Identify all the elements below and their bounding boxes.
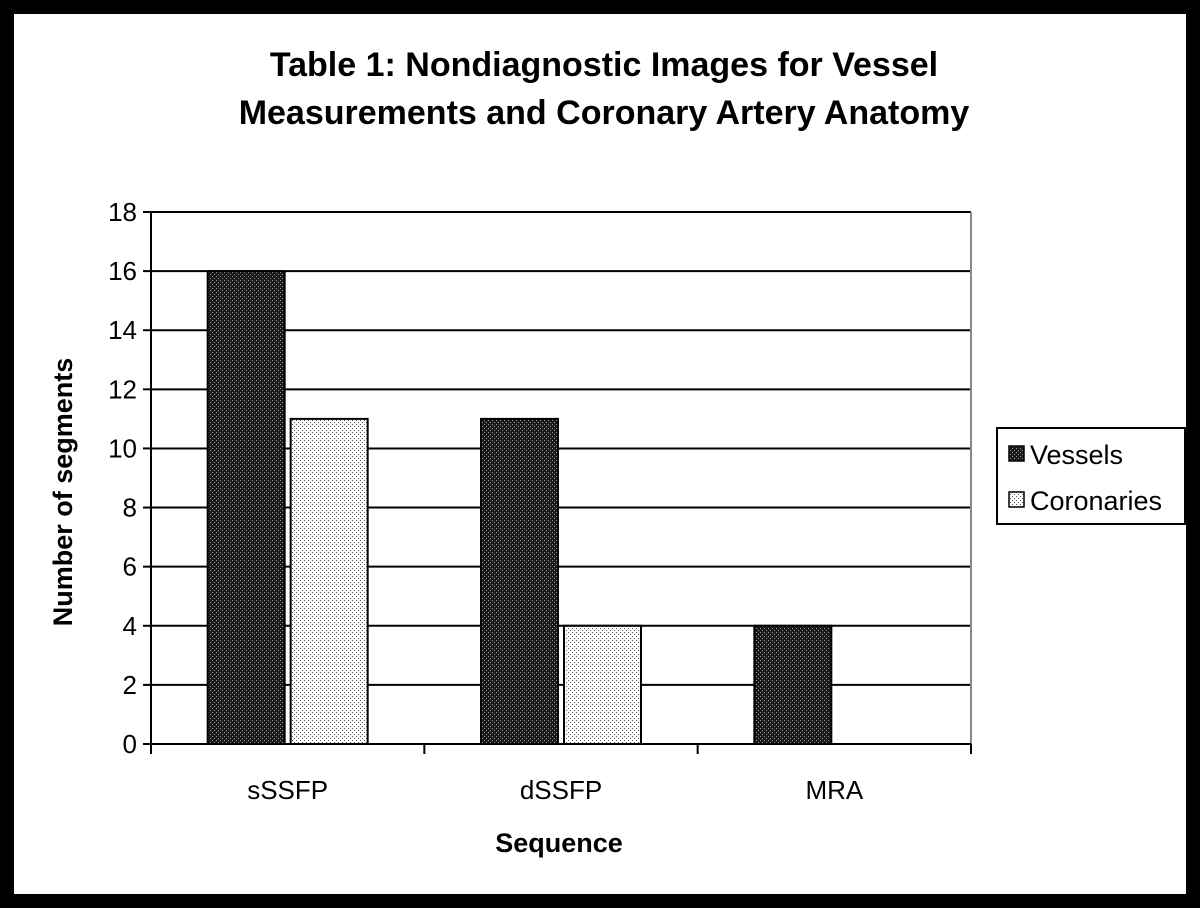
x-axis-title: Sequence [495, 828, 623, 858]
y-tick-label: 18 [108, 197, 137, 227]
y-axis-title: Number of segments [48, 358, 78, 627]
y-tick-label: 14 [108, 315, 137, 345]
y-tick-label: 12 [108, 374, 137, 404]
x-tick-label: MRA [805, 775, 863, 805]
legend: Vessels Coronaries [996, 427, 1186, 525]
x-tick-label: sSSFP [247, 775, 328, 805]
legend-swatch-coronaries [1008, 491, 1025, 508]
y-tick-label: 4 [123, 611, 137, 641]
y-tick-label: 10 [108, 433, 137, 463]
y-tick-label: 16 [108, 256, 137, 286]
bar-chart: Table 1: Nondiagnostic Images for Vessel… [48, 46, 1186, 858]
legend-swatch-vessels [1008, 445, 1025, 462]
bar-coronaries-dssfp [563, 624, 642, 745]
legend-label-coronaries: Coronaries [1030, 486, 1162, 516]
chart-title-line-2: Measurements and Coronary Artery Anatomy [239, 94, 970, 132]
chart-frame: Table 1: Nondiagnostic Images for Vessel… [14, 14, 1186, 894]
y-tick-label: 2 [123, 670, 137, 700]
legend-box [996, 427, 1186, 525]
x-tick-label: dSSFP [520, 775, 602, 805]
bar-coronaries-sssfp [289, 417, 369, 745]
bar-vessels-mra [753, 624, 833, 745]
y-tick-label: 6 [123, 552, 137, 582]
chart-title-line-1: Table 1: Nondiagnostic Images for Vessel [270, 46, 938, 84]
plot-background [151, 212, 971, 744]
y-tick-label: 8 [123, 493, 137, 523]
bar-vessels-sssfp [206, 270, 286, 745]
plot-area: 0 2 4 6 8 10 12 14 16 18 sSSFP dSSFP MRA [108, 197, 972, 805]
y-tick-label: 0 [123, 729, 137, 759]
bar-vessels-dssfp [480, 417, 559, 745]
legend-label-vessels: Vessels [1030, 440, 1123, 470]
